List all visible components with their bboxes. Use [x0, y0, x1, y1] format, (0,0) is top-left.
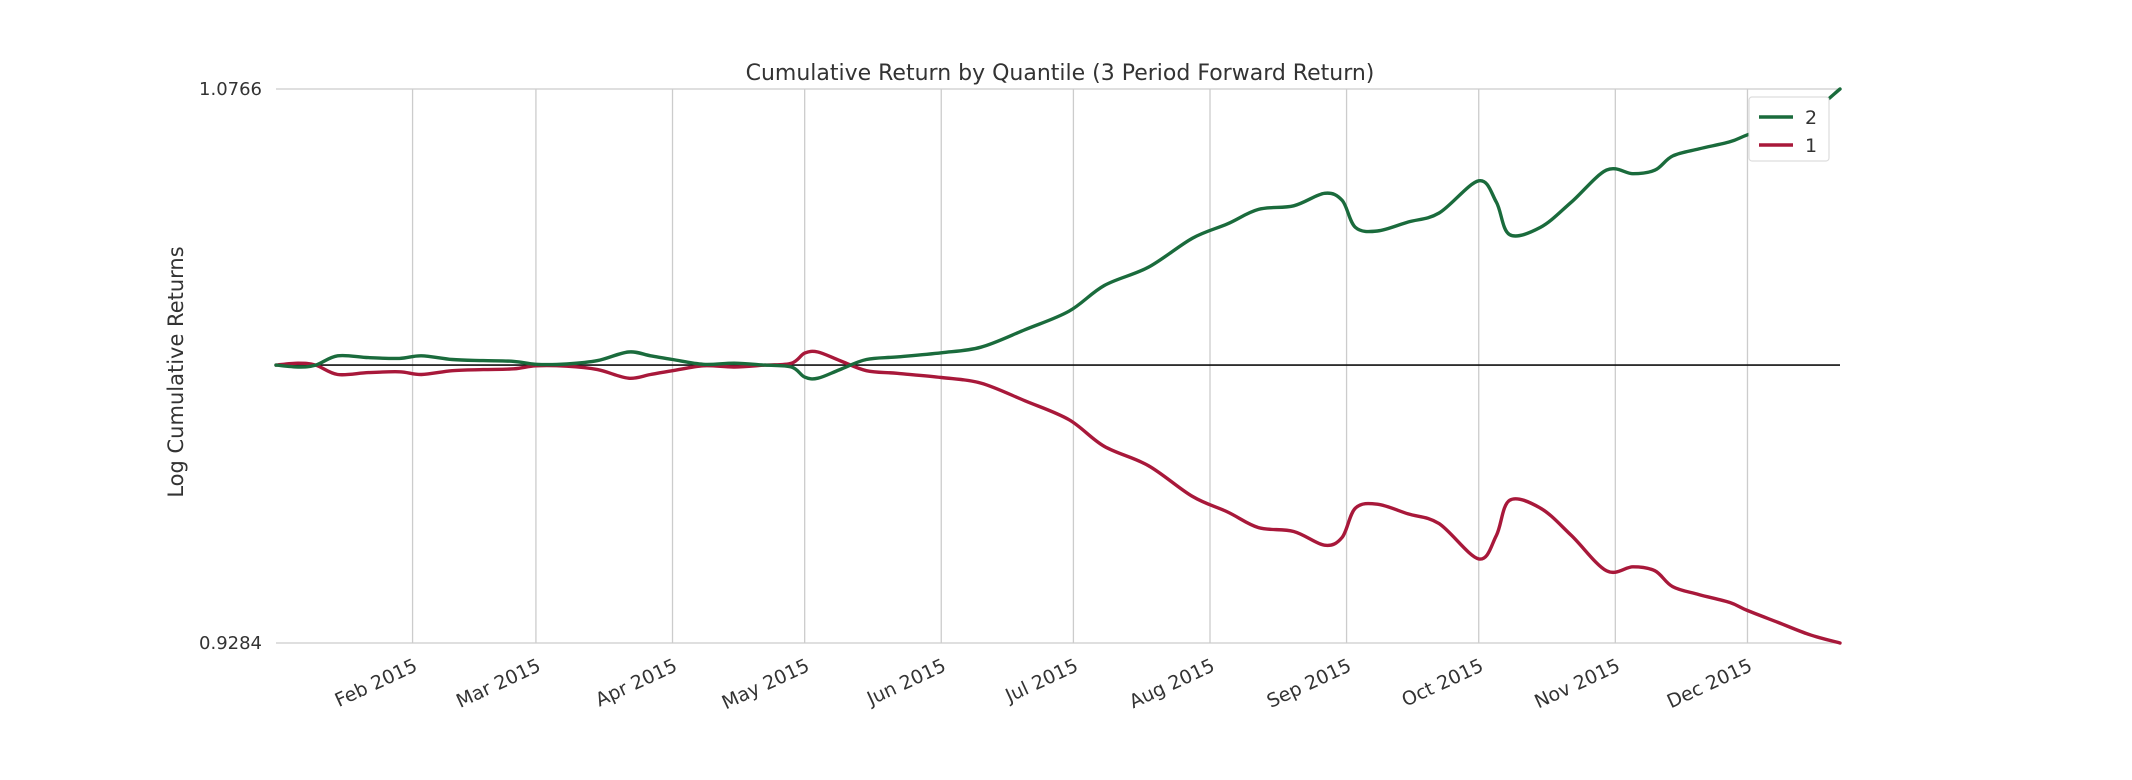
series-layer	[274, 87, 1842, 645]
y-axis-label: Log Cumulative Returns	[164, 246, 188, 497]
legend-label-1: 1	[1805, 135, 1817, 157]
series-line-2	[274, 87, 1842, 381]
axis-layer: Feb 2015 Mar 2015 Apr 2015 May 2015 Jun 2015…	[199, 79, 1756, 714]
y-tick-label: 0.9284	[199, 633, 262, 654]
x-tick-label: Jul 2015	[1001, 655, 1081, 708]
x-tick-label: Jun 2015	[863, 655, 949, 711]
x-tick-label: Dec 2015	[1664, 655, 1756, 713]
x-tick-label: Mar 2015	[453, 655, 544, 713]
x-tick-label: Nov 2015	[1531, 655, 1623, 714]
chart-title: Cumulative Return by Quantile (3 Period …	[746, 61, 1375, 86]
legend-label-2: 2	[1805, 107, 1817, 129]
x-tick-label: Apr 2015	[592, 655, 680, 712]
series-line-1	[274, 349, 1842, 645]
x-tick-label: May 2015	[719, 655, 813, 715]
legend: 21	[1748, 96, 1830, 162]
y-tick-label: 1.0766	[199, 79, 262, 100]
x-tick-label: Feb 2015	[332, 655, 421, 712]
x-tick-label: Oct 2015	[1398, 655, 1486, 712]
x-tick-label: Sep 2015	[1264, 655, 1355, 713]
x-tick-label: Aug 2015	[1126, 655, 1218, 714]
